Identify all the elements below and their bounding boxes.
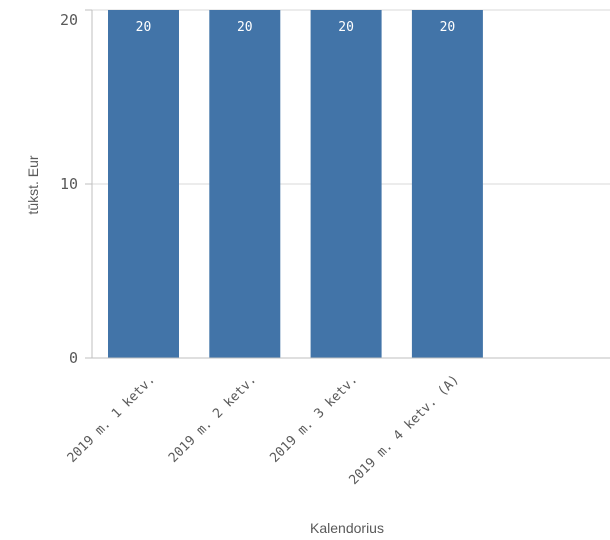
x-axis-title: Kalendorius [310,520,384,536]
y-axis-title: tūkst. Eur [25,155,41,214]
x-tick-label-2: 2019 m. 2 ketv. [166,372,260,466]
bar-4 [411,10,483,358]
y-tick-label-20: 20 [60,11,78,29]
bars-layer [108,10,483,358]
y-tick-label-10: 10 [60,175,78,193]
bar-3 [310,10,382,358]
data-label-4: 20 [440,20,456,35]
bar-2 [209,10,281,358]
x-tick-label-4: 2019 m. 4 ketv. (A) [346,372,462,488]
y-tick-label-0: 0 [69,349,78,367]
x-tick-label-3: 2019 m. 3 ketv. [267,372,361,466]
x-tick-label-1: 2019 m. 1 ketv. [65,372,159,466]
data-label-3: 20 [338,20,354,35]
bar-1 [108,10,179,358]
axis-layer: 0 10 20 [60,9,610,367]
data-label-2: 20 [237,20,253,35]
data-label-1: 20 [136,20,152,35]
